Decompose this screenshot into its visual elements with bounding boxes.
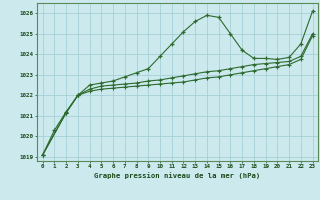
- X-axis label: Graphe pression niveau de la mer (hPa): Graphe pression niveau de la mer (hPa): [94, 172, 261, 179]
